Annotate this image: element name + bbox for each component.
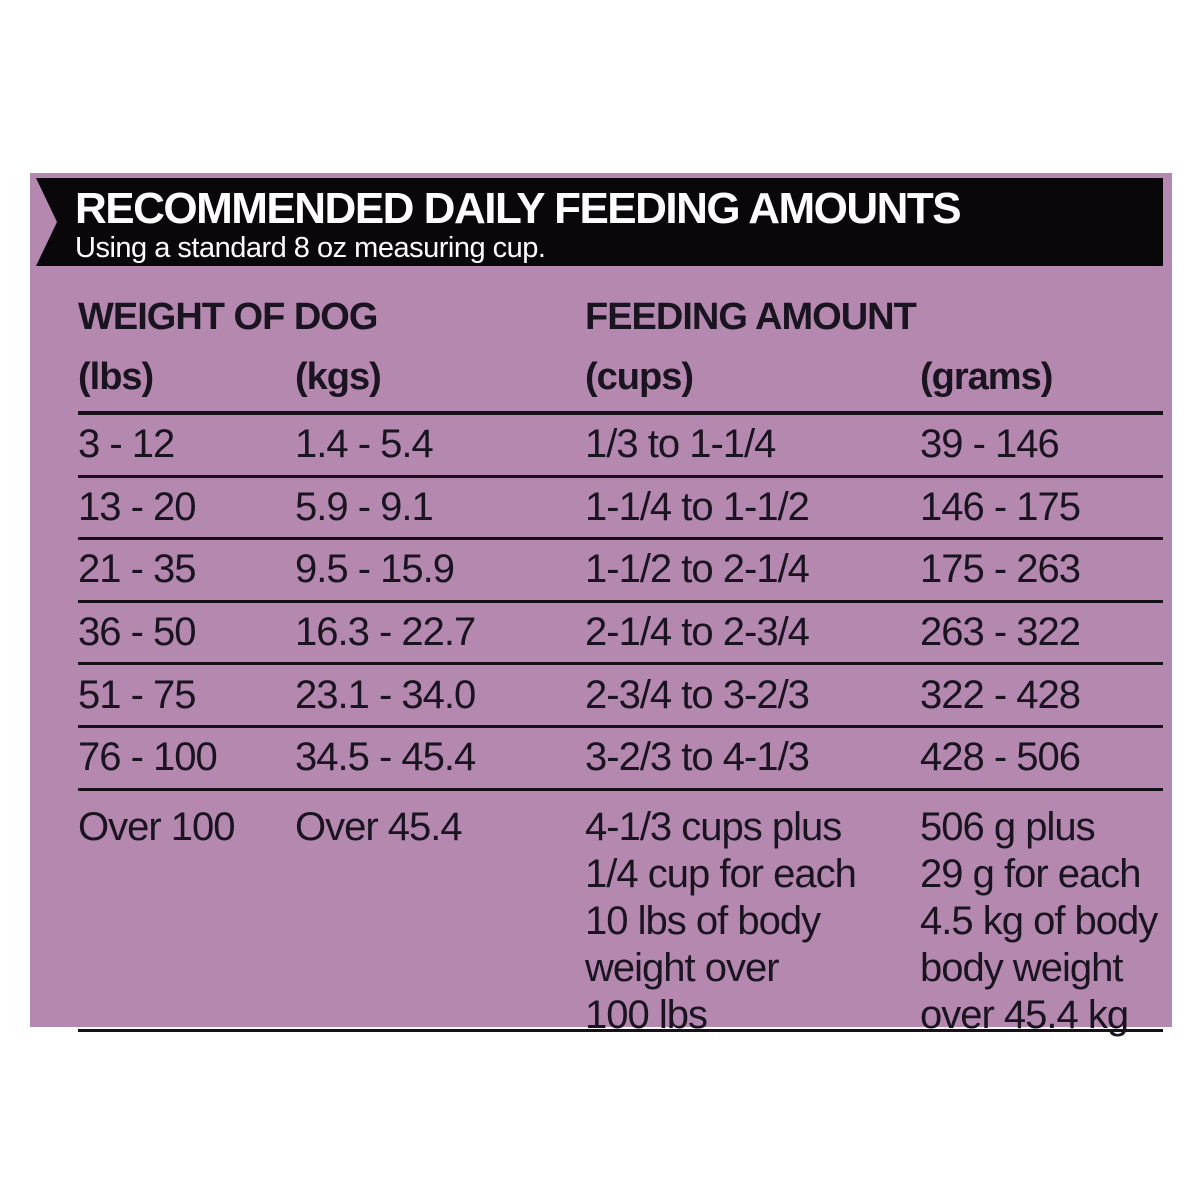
cell-grams: 175 - 263 — [920, 547, 1081, 592]
cell-kgs: 23.1 - 34.0 — [295, 672, 476, 717]
cell-cups: 1-1/4 to 1-1/2 — [585, 484, 810, 529]
cell-kgs: 1.4 - 5.4 — [295, 422, 434, 467]
column-header-kgs: (kgs) — [295, 356, 382, 398]
table-row: 3 - 12 1.4 - 5.4 1/3 to 1-1/4 39 - 146 — [78, 415, 1163, 478]
cell-kgs: 5.9 - 9.1 — [295, 484, 434, 529]
cell-grams: 506 g plus 29 g for each 4.5 kg of body … — [920, 804, 1158, 1037]
cell-lbs: 51 - 75 — [78, 672, 197, 717]
cell-kgs: Over 45.4 — [295, 804, 463, 849]
table-row-over-100: Over 100 Over 45.4 4-1/3 cups plus 1/4 c… — [78, 791, 1163, 1037]
cell-lbs: 36 - 50 — [78, 610, 197, 655]
cell-kgs: 16.3 - 22.7 — [295, 610, 476, 655]
table-row: 36 - 50 16.3 - 22.7 2-1/4 to 2-3/4 263 -… — [78, 603, 1163, 666]
table-unit-header-row: (lbs) (kgs) (cups) (grams) — [78, 340, 1163, 415]
column-header-grams: (grams) — [920, 356, 1053, 398]
table-row: 13 - 20 5.9 - 9.1 1-1/4 to 1-1/2 146 - 1… — [78, 478, 1163, 541]
banner-title: RECOMMENDED DAILY FEEDING AMOUNTS — [75, 184, 962, 233]
cell-kgs: 9.5 - 15.9 — [295, 547, 455, 592]
column-header-lbs: (lbs) — [78, 356, 154, 398]
cell-lbs: 13 - 20 — [78, 484, 197, 529]
cell-cups: 4-1/3 cups plus 1/4 cup for each 10 lbs … — [585, 804, 857, 1037]
cell-grams: 322 - 428 — [920, 672, 1081, 717]
cell-kgs: 34.5 - 45.4 — [295, 735, 476, 780]
group-header-weight-of-dog: WEIGHT OF DOG — [78, 296, 378, 338]
cell-lbs: 3 - 12 — [78, 422, 175, 467]
feeding-table: WEIGHT OF DOG FEEDING AMOUNT (lbs) (kgs)… — [78, 296, 1163, 1037]
table-row: 51 - 75 23.1 - 34.0 2-3/4 to 3-2/3 322 -… — [78, 665, 1163, 728]
cell-cups: 1-1/2 to 2-1/4 — [585, 547, 810, 592]
banner-subtitle: Using a standard 8 oz measuring cup. — [75, 232, 546, 264]
cell-grams: 39 - 146 — [920, 422, 1060, 467]
column-header-cups: (cups) — [585, 356, 694, 398]
cell-grams: 428 - 506 — [920, 735, 1081, 780]
cell-lbs: 76 - 100 — [78, 735, 218, 780]
cell-cups: 2-1/4 to 2-3/4 — [585, 610, 810, 655]
cell-grams: 146 - 175 — [920, 484, 1081, 529]
cell-grams: 263 - 322 — [920, 610, 1081, 655]
cell-cups: 3-2/3 to 4-1/3 — [585, 735, 810, 780]
cell-cups: 1/3 to 1-1/4 — [585, 422, 776, 467]
header-banner: RECOMMENDED DAILY FEEDING AMOUNTS Using … — [36, 178, 1163, 266]
table-row: 76 - 100 34.5 - 45.4 3-2/3 to 4-1/3 428 … — [78, 728, 1163, 791]
cell-cups: 2-3/4 to 3-2/3 — [585, 672, 810, 717]
group-header-feeding-amount: FEEDING AMOUNT — [585, 296, 917, 338]
feeding-chart-card: RECOMMENDED DAILY FEEDING AMOUNTS Using … — [30, 173, 1172, 1037]
table-group-header-row: WEIGHT OF DOG FEEDING AMOUNT — [78, 296, 1163, 340]
table-row: 21 - 35 9.5 - 15.9 1-1/2 to 2-1/4 175 - … — [78, 540, 1163, 603]
cell-lbs: Over 100 — [78, 804, 236, 849]
cell-lbs: 21 - 35 — [78, 547, 197, 592]
